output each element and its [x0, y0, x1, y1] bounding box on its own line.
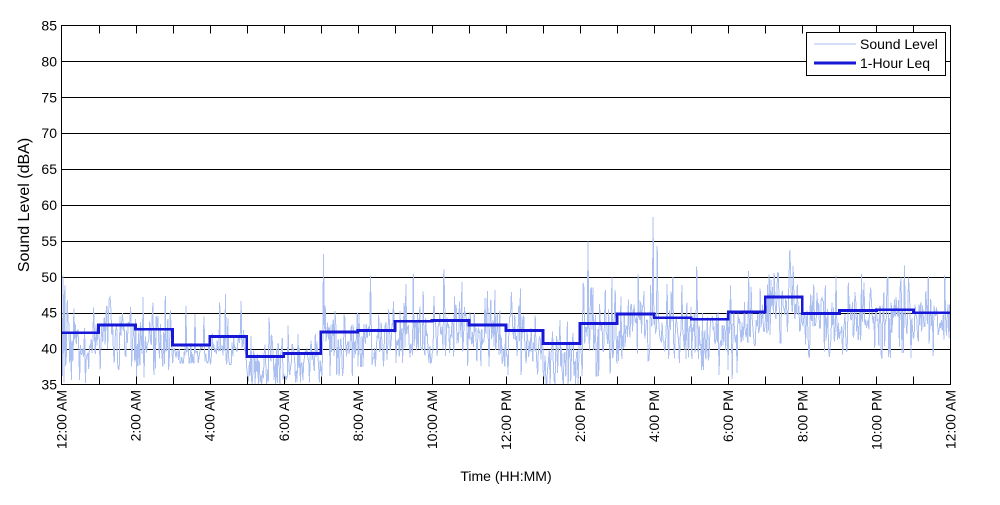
svg-text:4:00 AM: 4:00 AM — [202, 390, 218, 441]
svg-text:Time (HH:MM): Time (HH:MM) — [460, 468, 551, 484]
svg-text:45: 45 — [41, 305, 57, 321]
svg-text:Sound Level: Sound Level — [860, 36, 938, 52]
svg-text:70: 70 — [41, 125, 57, 141]
svg-text:Sound Level (dBA): Sound Level (dBA) — [16, 138, 33, 272]
svg-text:55: 55 — [41, 233, 57, 249]
svg-text:40: 40 — [41, 341, 57, 357]
svg-text:1-Hour Leq: 1-Hour Leq — [860, 55, 930, 71]
svg-text:10:00 AM: 10:00 AM — [424, 390, 440, 449]
svg-text:2:00 PM: 2:00 PM — [572, 390, 588, 442]
svg-text:75: 75 — [41, 89, 57, 105]
svg-text:35: 35 — [41, 377, 57, 393]
svg-text:6:00 PM: 6:00 PM — [720, 390, 736, 442]
svg-text:85: 85 — [41, 18, 57, 34]
svg-text:8:00 AM: 8:00 AM — [350, 390, 366, 441]
svg-text:12:00 PM: 12:00 PM — [498, 390, 514, 450]
svg-text:6:00 AM: 6:00 AM — [276, 390, 292, 441]
svg-text:8:00 PM: 8:00 PM — [794, 390, 810, 442]
svg-text:60: 60 — [41, 197, 57, 213]
svg-text:50: 50 — [41, 269, 57, 285]
svg-text:2:00 AM: 2:00 AM — [128, 390, 144, 441]
svg-text:12:00 AM: 12:00 AM — [54, 390, 70, 449]
svg-text:80: 80 — [41, 53, 57, 69]
svg-text:4:00 PM: 4:00 PM — [646, 390, 662, 442]
svg-text:65: 65 — [41, 161, 57, 177]
svg-text:10:00 PM: 10:00 PM — [868, 390, 884, 450]
svg-text:12:00 AM: 12:00 AM — [943, 390, 959, 449]
